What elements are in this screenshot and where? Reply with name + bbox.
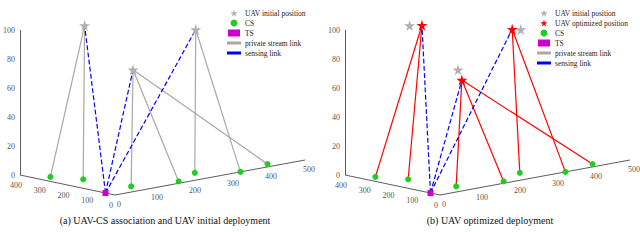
svg-text:private stream link: private stream link (555, 49, 611, 58)
svg-text:200: 200 (383, 191, 395, 200)
svg-text:400: 400 (335, 181, 347, 190)
svg-text:200: 200 (514, 186, 526, 195)
svg-text:sensing link: sensing link (555, 59, 591, 68)
svg-text:200: 200 (189, 186, 201, 195)
svg-text:80: 80 (7, 55, 15, 64)
svg-text:0: 0 (434, 201, 438, 210)
svg-text:100: 100 (81, 196, 93, 205)
svg-text:100: 100 (406, 196, 418, 205)
svg-text:500: 500 (628, 165, 640, 174)
svg-text:40: 40 (7, 113, 15, 122)
svg-text:UAV optimized position: UAV optimized position (555, 19, 628, 28)
svg-text:300: 300 (227, 179, 239, 188)
svg-text:CS: CS (245, 19, 254, 28)
svg-text:80: 80 (332, 55, 340, 64)
svg-text:0: 0 (336, 171, 340, 180)
svg-text:100: 100 (3, 26, 15, 35)
svg-text:(b) UAV optimized deployment: (b) UAV optimized deployment (427, 215, 554, 227)
svg-text:60: 60 (7, 84, 15, 93)
svg-text:400: 400 (10, 181, 22, 190)
svg-text:100: 100 (328, 26, 340, 35)
svg-text:sensing link: sensing link (245, 49, 281, 58)
svg-text:TS: TS (245, 29, 254, 38)
svg-text:40: 40 (332, 113, 340, 122)
svg-text:UAV initial position: UAV initial position (245, 9, 306, 18)
svg-text:0: 0 (11, 171, 15, 180)
svg-text:20: 20 (332, 142, 340, 151)
svg-text:100: 100 (476, 193, 488, 202)
svg-text:60: 60 (332, 84, 340, 93)
svg-text:0: 0 (109, 201, 113, 210)
svg-text:300: 300 (359, 186, 371, 195)
svg-text:UAV initial position: UAV initial position (555, 9, 616, 18)
svg-text:300: 300 (552, 179, 564, 188)
svg-text:0: 0 (442, 200, 446, 209)
svg-text:300: 300 (34, 186, 46, 195)
svg-text:200: 200 (58, 191, 70, 200)
svg-text:100: 100 (151, 193, 163, 202)
svg-text:500: 500 (303, 165, 315, 174)
svg-text:400: 400 (590, 172, 602, 181)
svg-text:TS: TS (555, 39, 564, 48)
svg-text:20: 20 (7, 142, 15, 151)
svg-text:400: 400 (265, 172, 277, 181)
svg-text:CS: CS (555, 29, 564, 38)
svg-text:private stream link: private stream link (245, 39, 301, 48)
svg-text:(a) UAV-CS association and UAV: (a) UAV-CS association and UAV initial d… (60, 215, 271, 227)
svg-text:0: 0 (117, 200, 121, 209)
